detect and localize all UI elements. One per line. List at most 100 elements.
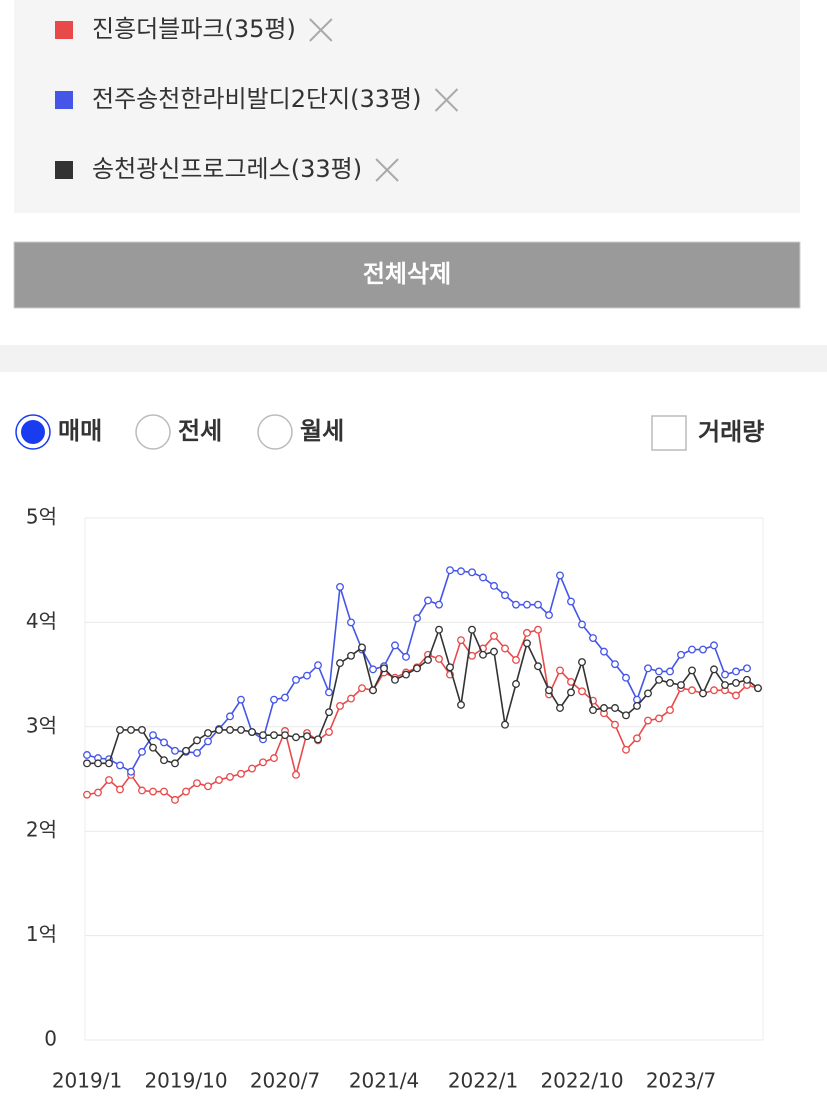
data-point [611,720,619,729]
data-point [468,568,476,577]
data-point [204,737,212,746]
data-point [435,625,443,634]
data-point [424,596,432,605]
x-tick-label: 2022/10 [540,1069,623,1093]
data-point [116,785,124,794]
data-point [732,667,740,676]
data-point [314,661,322,670]
trade-type-radio[interactable] [135,414,171,450]
x-tick-label: 2023/7 [646,1069,716,1093]
volume-label[interactable]: 거래량 [698,418,764,446]
legend-swatch [55,91,73,109]
y-tick-label: 4억 [26,609,57,633]
data-point [644,689,652,698]
data-point [677,650,685,659]
legend-label: 전주송천한라비발디2단지(33평) [92,85,422,113]
data-point [292,675,300,684]
data-point [545,611,553,620]
data-point [743,675,751,684]
data-point [138,786,146,795]
delete-all-button[interactable] [13,241,801,309]
data-point [314,735,322,744]
data-point [710,665,718,674]
y-tick-label: 0 [44,1027,57,1051]
data-point [127,725,135,734]
data-point [270,754,278,763]
volume-checkbox[interactable] [651,415,687,451]
plot-frame [84,517,764,1041]
data-point [633,701,641,710]
data-point [127,767,135,776]
data-point [468,651,476,660]
data-point [116,725,124,734]
data-point [644,716,652,725]
data-point [523,600,531,609]
data-point [699,645,707,654]
data-point [424,656,432,664]
legend-label: 송천광신프로그레스(33평) [92,155,362,183]
data-point [567,688,575,697]
data-point [325,728,333,736]
data-point [523,639,531,648]
remove-icon[interactable] [375,158,399,182]
y-tick-label: 1억 [26,922,57,946]
data-point [523,628,531,637]
data-point [655,675,663,684]
data-point [556,571,564,580]
data-point [446,566,454,575]
data-point [270,731,278,740]
data-point [369,686,377,695]
data-point [391,675,399,684]
data-point [578,620,586,629]
data-point [303,671,311,680]
data-point [259,731,267,740]
series-line [86,628,759,801]
data-point [325,708,333,717]
data-point [336,659,344,668]
x-tick-label: 2022/1 [448,1069,518,1093]
data-point [138,725,146,734]
data-point [435,654,443,663]
data-point [600,704,608,712]
data-point [83,751,91,759]
x-tick-label: 2021/4 [349,1069,419,1093]
data-point [666,706,674,715]
data-point [336,582,344,591]
y-tick-label: 2억 [26,818,57,842]
remove-icon[interactable] [434,88,459,112]
data-point [160,787,168,796]
data-point [259,758,267,767]
data-point [578,658,586,667]
data-point [732,679,740,687]
data-point [688,666,696,675]
data-point [611,660,619,669]
trade-type-label[interactable]: 매매 [58,417,102,445]
legend-swatch [55,161,73,179]
data-point [358,684,366,693]
data-point [501,720,509,729]
data-point [171,746,179,755]
data-point [226,772,234,781]
data-point [721,670,729,679]
data-point [754,684,762,693]
data-point [600,647,608,656]
data-point [655,714,663,723]
trade-type-label[interactable]: 월세 [300,417,344,445]
data-point [204,782,212,791]
trade-type-radio[interactable] [257,414,293,450]
trade-type-label[interactable]: 전세 [178,417,222,445]
data-point [633,695,641,704]
data-point [512,656,520,664]
data-point [534,600,542,609]
remove-icon[interactable] [309,18,333,42]
data-point [237,769,245,778]
data-point [512,600,520,609]
data-point [281,731,289,740]
data-point [457,700,465,709]
data-point [149,787,157,796]
data-point [556,704,564,712]
data-point [413,664,421,673]
data-point [534,625,542,634]
radio-dot [21,420,45,444]
delete-all-label[interactable]: 전체삭제 [363,260,451,288]
